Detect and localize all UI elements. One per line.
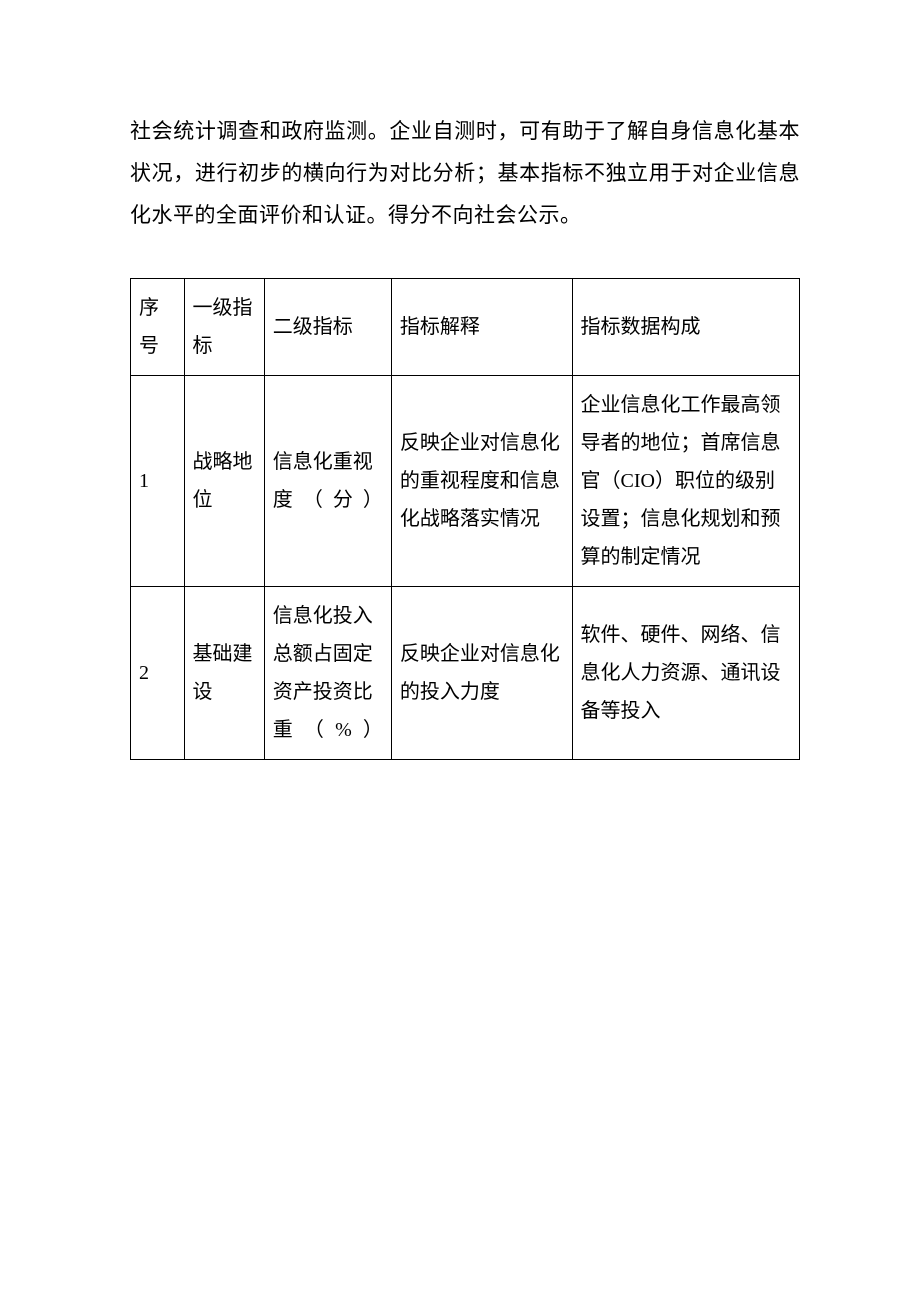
cell-seq: 2	[131, 587, 185, 760]
table-header-row: 序号 一级指标 二级指标 指标解释 指标数据构成	[131, 279, 800, 376]
cell-level1: 战略地位	[184, 376, 264, 587]
cell-level1: 基础建设	[184, 587, 264, 760]
table-row: 2 基础建设 信息化投入总额占固定资产投资比重（%） 反映企业对信息化的投入力度…	[131, 587, 800, 760]
table-row: 1 战略地位 信息化重视度（分） 反映企业对信息化的重视程度和信息化战略落实情况…	[131, 376, 800, 587]
header-level2: 二级指标	[264, 279, 391, 376]
header-composition: 指标数据构成	[572, 279, 799, 376]
cell-composition: 企业信息化工作最高领导者的地位；首席信息官（CIO）职位的级别设置；信息化规划和…	[572, 376, 799, 587]
cell-composition: 软件、硬件、网络、信息化人力资源、通讯设备等投入	[572, 587, 799, 760]
header-explain: 指标解释	[391, 279, 572, 376]
cell-explain: 反映企业对信息化的投入力度	[391, 587, 572, 760]
cell-level2: 信息化重视度（分）	[264, 376, 391, 587]
cell-seq: 1	[131, 376, 185, 587]
cell-level2: 信息化投入总额占固定资产投资比重（%）	[264, 587, 391, 760]
intro-paragraph: 社会统计调查和政府监测。企业自测时，可有助于了解自身信息化基本状况，进行初步的横…	[130, 110, 800, 236]
cell-explain: 反映企业对信息化的重视程度和信息化战略落实情况	[391, 376, 572, 587]
header-level1: 一级指标	[184, 279, 264, 376]
header-seq: 序号	[131, 279, 185, 376]
indicator-table: 序号 一级指标 二级指标 指标解释 指标数据构成 1 战略地位 信息化重视度（分…	[130, 278, 800, 760]
